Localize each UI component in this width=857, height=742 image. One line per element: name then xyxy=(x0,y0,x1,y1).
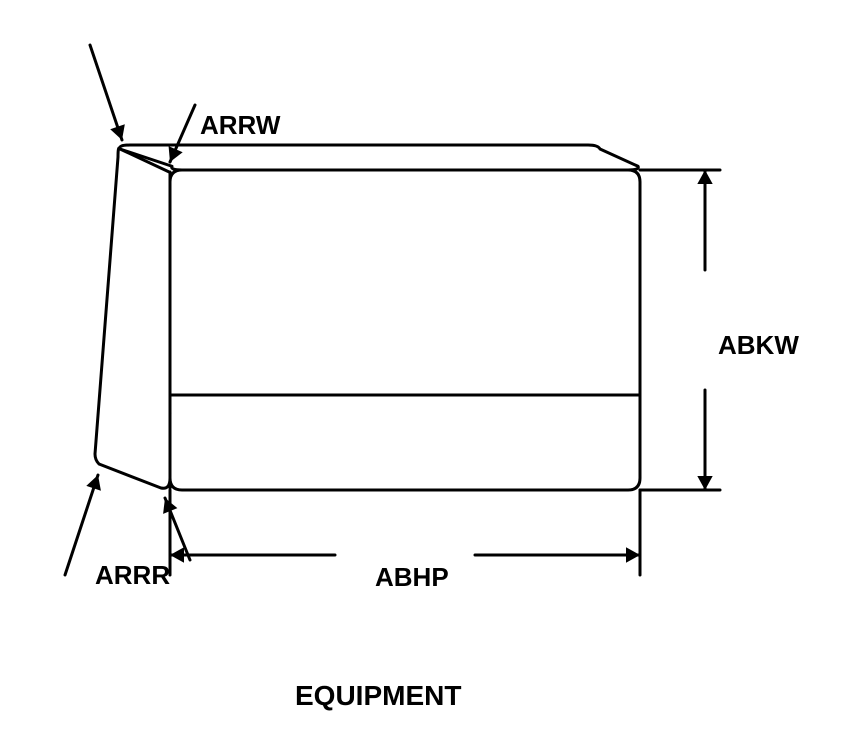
diagram-stage: ARRW ABKW ARRR ABHP EQUIPMENT xyxy=(0,0,857,742)
label-arrr: ARRR xyxy=(95,560,170,591)
diagram-svg xyxy=(0,0,857,742)
label-arrw: ARRW xyxy=(200,110,280,141)
label-abkw: ABKW xyxy=(718,330,799,361)
label-abhp: ABHP xyxy=(375,562,449,593)
diagram-title: EQUIPMENT xyxy=(295,680,461,712)
